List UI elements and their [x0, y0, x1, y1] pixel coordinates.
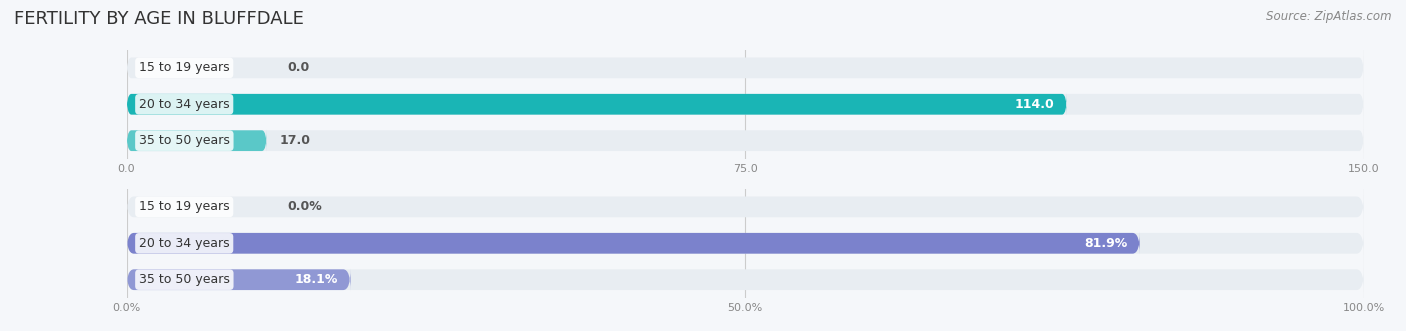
- Text: FERTILITY BY AGE IN BLUFFDALE: FERTILITY BY AGE IN BLUFFDALE: [14, 10, 304, 28]
- FancyBboxPatch shape: [127, 232, 1140, 255]
- Text: 0.0: 0.0: [287, 61, 309, 74]
- Text: 17.0: 17.0: [280, 134, 311, 147]
- FancyBboxPatch shape: [127, 129, 267, 152]
- FancyBboxPatch shape: [127, 93, 1067, 116]
- Text: 35 to 50 years: 35 to 50 years: [139, 273, 229, 286]
- FancyBboxPatch shape: [127, 93, 1364, 116]
- FancyBboxPatch shape: [127, 268, 1364, 291]
- Text: 114.0: 114.0: [1015, 98, 1054, 111]
- Text: 35 to 50 years: 35 to 50 years: [139, 134, 229, 147]
- FancyBboxPatch shape: [127, 232, 1364, 255]
- Text: 20 to 34 years: 20 to 34 years: [139, 237, 229, 250]
- FancyBboxPatch shape: [127, 56, 1364, 79]
- Text: 81.9%: 81.9%: [1084, 237, 1128, 250]
- FancyBboxPatch shape: [127, 195, 1364, 218]
- Text: 0.0%: 0.0%: [287, 200, 322, 213]
- Text: 15 to 19 years: 15 to 19 years: [139, 61, 229, 74]
- Text: 15 to 19 years: 15 to 19 years: [139, 200, 229, 213]
- FancyBboxPatch shape: [127, 268, 350, 291]
- FancyBboxPatch shape: [127, 129, 1364, 152]
- Text: Source: ZipAtlas.com: Source: ZipAtlas.com: [1267, 10, 1392, 23]
- Text: 18.1%: 18.1%: [295, 273, 337, 286]
- Text: 20 to 34 years: 20 to 34 years: [139, 98, 229, 111]
